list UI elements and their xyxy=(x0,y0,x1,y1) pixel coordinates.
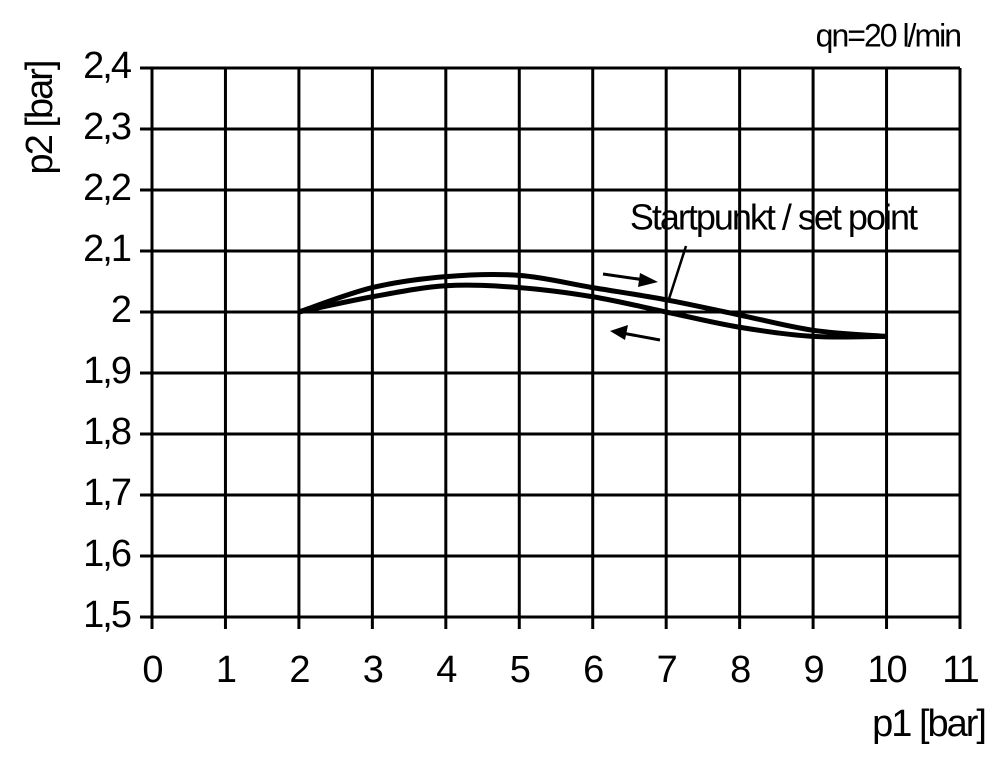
y-tick-label: 2,1 xyxy=(83,228,131,270)
x-tick-label: 1 xyxy=(216,649,236,691)
y-tick-label: 2 xyxy=(111,289,131,331)
y-tick-label: 1,9 xyxy=(83,350,131,392)
x-tick-label: 8 xyxy=(730,649,750,691)
direction-arrows xyxy=(602,272,661,342)
y-axis-label: p2 [bar] xyxy=(19,62,61,175)
y-tick-label: 1,8 xyxy=(83,411,131,453)
curve xyxy=(298,271,887,339)
x-tick-label: 3 xyxy=(363,649,383,691)
curve xyxy=(298,282,887,340)
chart-title: qn=20 l/min xyxy=(816,17,961,53)
y-tick-label: 1,6 xyxy=(83,533,131,575)
x-tick-label: 6 xyxy=(583,649,603,691)
x-axis-label: p1 [bar] xyxy=(872,703,985,745)
y-tick-label: 2,3 xyxy=(83,106,131,148)
y-tick-label: 1,7 xyxy=(83,472,131,514)
y-tick-label: 1,5 xyxy=(83,594,131,636)
x-tick-label: 4 xyxy=(436,649,457,691)
x-tick-label: 11 xyxy=(942,649,978,691)
x-tick-label: 5 xyxy=(510,649,530,691)
x-tick-label: 9 xyxy=(804,649,824,691)
x-tick-label: 10 xyxy=(867,649,906,691)
y-tick-label: 2,4 xyxy=(83,45,132,87)
annotation: Startpunkt / set point xyxy=(630,197,918,238)
annotation-leader xyxy=(666,245,688,303)
y-tick-label: 2,2 xyxy=(83,167,131,209)
x-tick-label: 0 xyxy=(142,649,162,691)
x-tick-label: 2 xyxy=(289,649,309,691)
x-tick-label: 7 xyxy=(657,649,677,691)
